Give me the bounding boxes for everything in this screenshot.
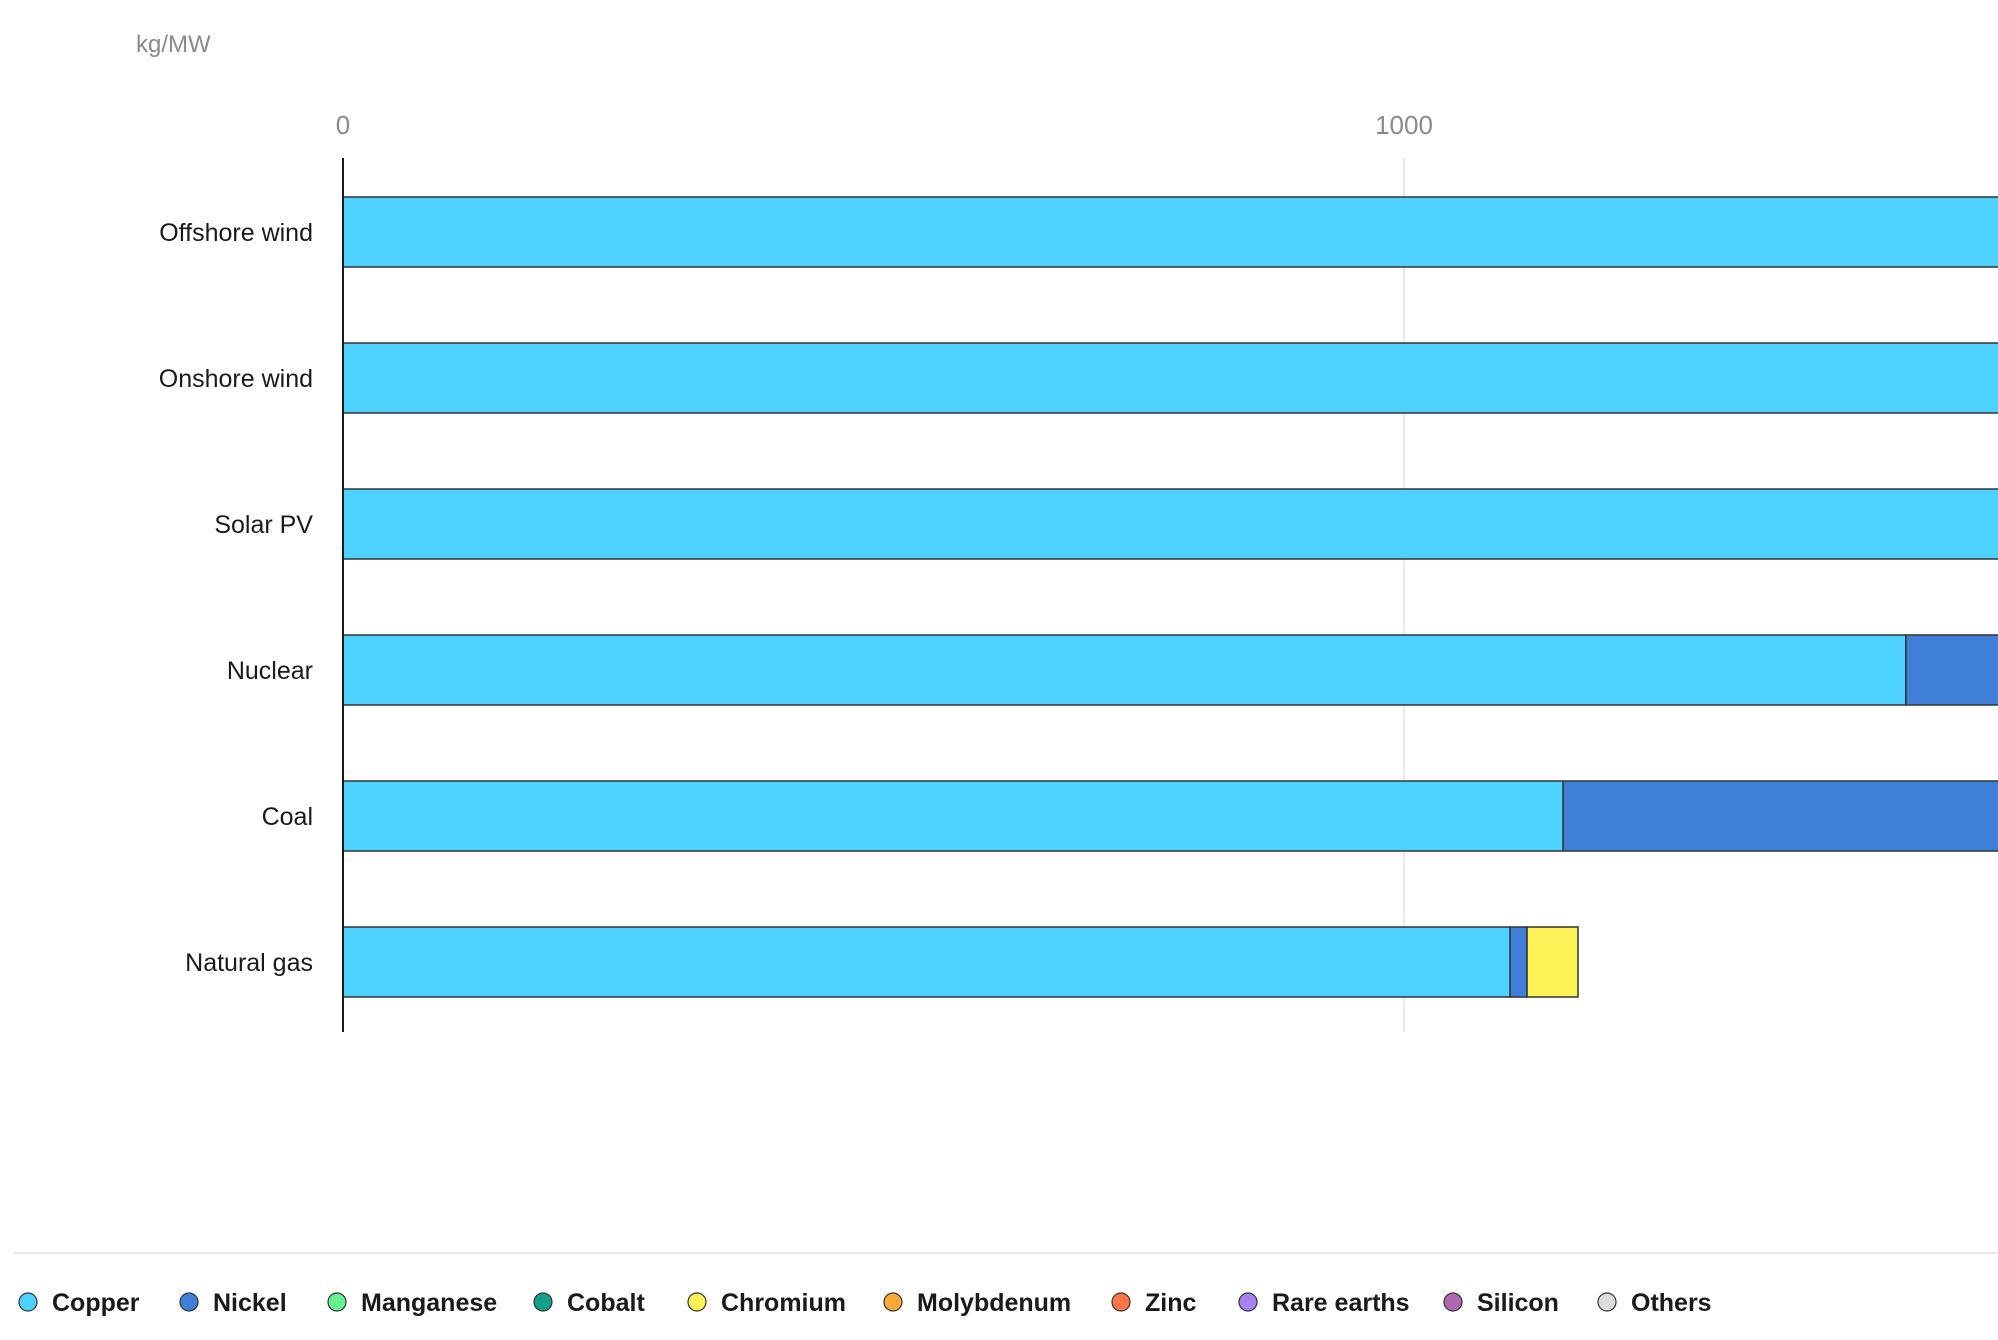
legend-label: Manganese xyxy=(361,1289,497,1317)
x-tick-label: 0 xyxy=(336,110,350,140)
category-label: Nuclear xyxy=(227,657,313,685)
bar-segment xyxy=(342,196,1998,268)
legend-swatch xyxy=(1111,1292,1131,1312)
y-unit-label: kg/MW xyxy=(136,31,211,58)
category-labels: Offshore wind Onshore wind Solar PV Nuclear… xyxy=(159,219,314,977)
category-label: Onshore wind xyxy=(159,365,313,393)
legend-swatch xyxy=(533,1292,553,1312)
legend-label: Molybdenum xyxy=(917,1289,1071,1317)
legend-label: Cobalt xyxy=(567,1289,645,1317)
bar-segment xyxy=(1509,926,1528,998)
bars xyxy=(342,196,1998,998)
bar-segment xyxy=(1562,780,1998,852)
legend-swatch xyxy=(687,1292,707,1312)
legend-swatch xyxy=(327,1292,347,1312)
category-label: Natural gas xyxy=(185,949,313,977)
bar-segment xyxy=(342,342,1998,414)
legend-label: Rare earths xyxy=(1272,1289,1410,1317)
legend-swatch xyxy=(1597,1292,1617,1312)
legend-label: Copper xyxy=(52,1289,140,1317)
legend-swatch xyxy=(179,1292,199,1312)
legend-swatch xyxy=(1443,1292,1463,1312)
category-label: Solar PV xyxy=(214,511,313,539)
gridlines xyxy=(1403,158,1405,1032)
legend-label: Nickel xyxy=(213,1289,287,1317)
legend-label: Silicon xyxy=(1477,1289,1559,1317)
legend-label: Chromium xyxy=(721,1289,846,1317)
legend-label: Others xyxy=(1631,1289,1712,1317)
x-axis-ticks: 010002000300040005000600070008000900010 … xyxy=(336,110,1433,140)
bar-segment xyxy=(1526,926,1579,998)
bar-segment xyxy=(342,926,1511,998)
category-label: Coal xyxy=(262,803,313,831)
category-label: Offshore wind xyxy=(159,219,313,247)
x-tick-label: 1000 xyxy=(1375,110,1433,140)
bar-segment xyxy=(342,488,1998,560)
bar-segment xyxy=(1905,634,1998,706)
legend-swatch xyxy=(18,1292,38,1312)
bar-segment xyxy=(342,634,1907,706)
legend: Copper Nickel Manganese Cobalt Chromium Molyb… xyxy=(18,1289,1712,1317)
legend-swatch xyxy=(883,1292,903,1312)
legend-swatch xyxy=(1238,1292,1258,1312)
legend-label: Zinc xyxy=(1145,1289,1196,1317)
bar-segment xyxy=(342,780,1564,852)
